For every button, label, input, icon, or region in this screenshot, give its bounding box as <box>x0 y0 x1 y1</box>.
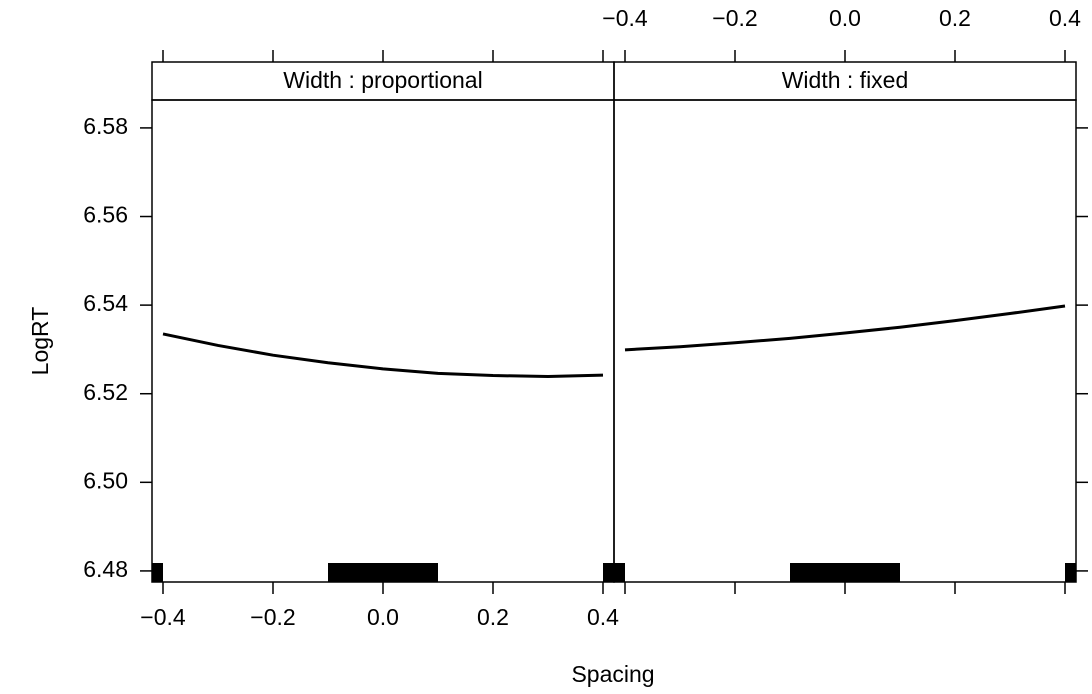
rug <box>614 563 625 582</box>
x-tick-label: −0.2 <box>250 604 295 630</box>
strip-label: Width : fixed <box>782 67 909 93</box>
panel-frame <box>613 99 1077 583</box>
panel-frame <box>151 99 615 583</box>
rug <box>328 563 438 582</box>
x-tick-label: −0.4 <box>140 604 186 630</box>
y-axis-label: LogRT <box>27 307 53 376</box>
x-tick-label-top: −0.4 <box>602 5 648 31</box>
y-tick-label: 6.54 <box>83 290 128 316</box>
x-tick-label: 0.2 <box>477 604 509 630</box>
rug <box>1065 563 1076 582</box>
rug <box>603 563 614 582</box>
x-axis-label: Spacing <box>571 661 654 687</box>
y-tick-label: 6.58 <box>83 113 128 139</box>
y-tick-label: 6.52 <box>83 379 128 405</box>
rug <box>790 563 900 582</box>
rug <box>152 563 163 582</box>
x-tick-label-top: 0.2 <box>939 5 971 31</box>
y-tick-label: 6.56 <box>83 202 128 228</box>
x-tick-label: 0.4 <box>587 604 619 630</box>
effect-line <box>162 332 604 378</box>
x-tick-label-top: 0.0 <box>829 5 861 31</box>
x-tick-label-top: −0.2 <box>712 5 757 31</box>
strip-label: Width : proportional <box>283 67 482 93</box>
y-tick-label: 6.48 <box>83 556 128 582</box>
y-tick-label: 6.50 <box>83 467 128 493</box>
effect-line <box>624 304 1066 352</box>
x-tick-label-top: 0.4 <box>1049 5 1081 31</box>
x-tick-label: 0.0 <box>367 604 399 630</box>
